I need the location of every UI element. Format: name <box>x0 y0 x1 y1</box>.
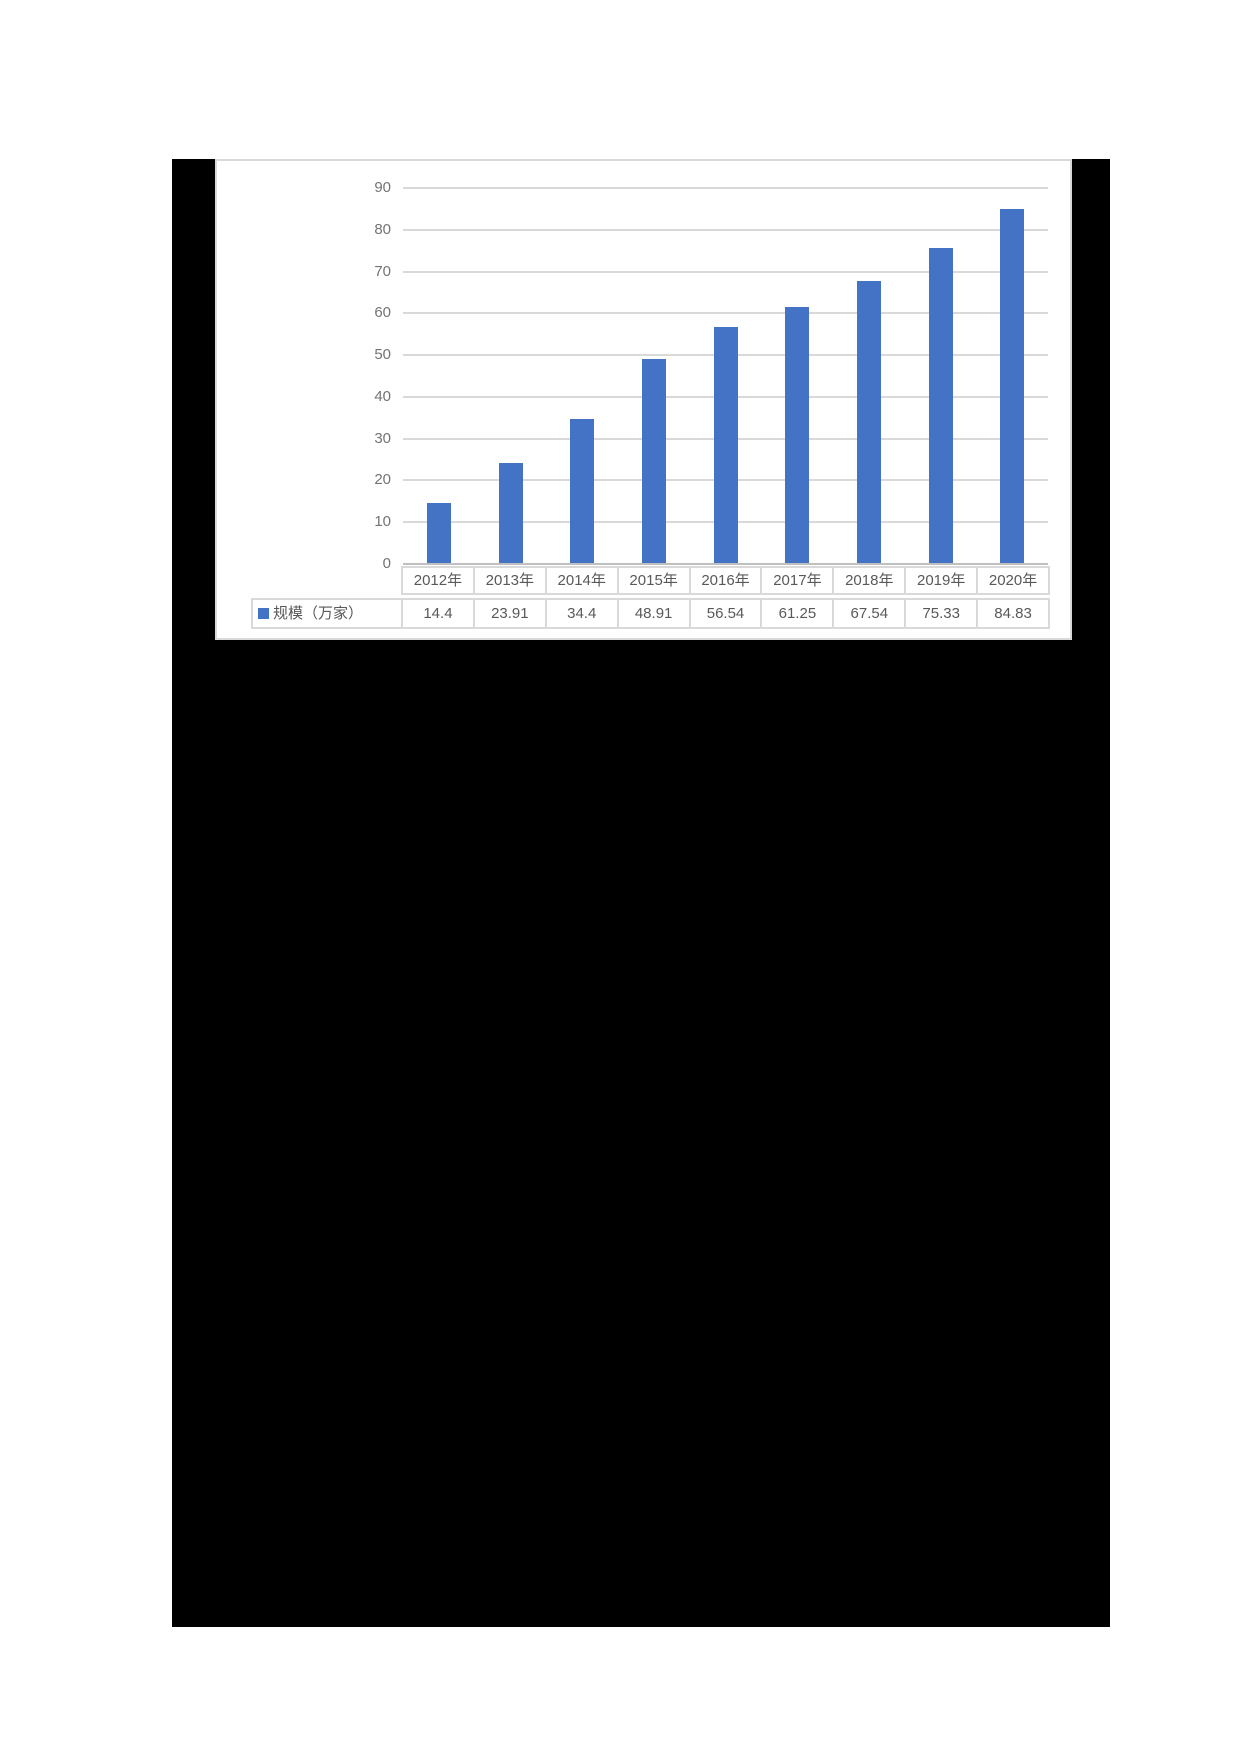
bar <box>1000 208 1025 563</box>
value-cell: 84.83 <box>976 598 1051 629</box>
value-cell: 34.4 <box>544 598 619 629</box>
bar <box>713 326 738 563</box>
value-cell: 23.91 <box>472 598 547 629</box>
gridline <box>403 187 1048 189</box>
bar <box>785 307 810 563</box>
data-table-value-row: 14.4 23.91 34.4 48.91 56.54 61.25 67.54 75.33 84… <box>401 598 1051 629</box>
value-cell: 48.91 <box>616 598 691 629</box>
year-cell: 2013年 <box>472 566 547 595</box>
y-axis-tick-label: 50 <box>374 346 391 364</box>
y-axis-tick-label: 90 <box>374 179 391 196</box>
y-axis-tick-label: 30 <box>374 429 391 447</box>
y-axis-tick-label: 0 <box>382 555 391 572</box>
value-cell: 75.33 <box>904 598 979 629</box>
bar <box>570 419 595 563</box>
gridline <box>403 270 1048 273</box>
year-cell: 2014年 <box>544 566 619 595</box>
value-cell: 14.4 <box>401 598 475 629</box>
y-axis-tick-label: 40 <box>374 387 391 405</box>
data-table-year-row: 2012年 2013年 2014年 2015年 2016年 2017年 2018年 2019年… <box>401 566 1051 595</box>
series-name-label: 规模（万家） <box>273 604 364 622</box>
value-cell: 67.54 <box>832 598 907 629</box>
gridline <box>403 228 1048 231</box>
value-cell: 56.54 <box>688 598 763 629</box>
x-axis-line <box>403 563 1048 565</box>
value-cell: 61.25 <box>760 598 835 629</box>
bar <box>426 502 451 563</box>
year-cell: 2019年 <box>904 566 979 595</box>
year-cell: 2016年 <box>688 566 763 595</box>
year-cell: 2020年 <box>976 566 1051 595</box>
bar <box>856 280 881 563</box>
bar-chart-panel: 0 10 20 30 40 50 60 70 80 90 2012年 2013年 2014年 2015年… <box>215 159 1072 640</box>
y-axis-tick-label: 80 <box>374 220 391 238</box>
y-axis-tick-label: 60 <box>374 304 391 322</box>
year-cell: 2018年 <box>832 566 907 595</box>
series-color-swatch-icon <box>258 608 269 619</box>
bar <box>641 358 666 563</box>
bar <box>498 463 523 563</box>
year-cell: 2015年 <box>616 566 691 595</box>
legend-cell: 规模（万家） <box>251 598 403 629</box>
y-axis-tick-label: 70 <box>374 262 391 280</box>
y-axis-tick-label: 20 <box>374 471 391 489</box>
year-cell: 2017年 <box>760 566 835 595</box>
bar <box>928 248 953 563</box>
y-axis-tick-label: 10 <box>374 513 391 531</box>
gridline <box>403 312 1048 315</box>
year-cell: 2012年 <box>401 566 475 595</box>
